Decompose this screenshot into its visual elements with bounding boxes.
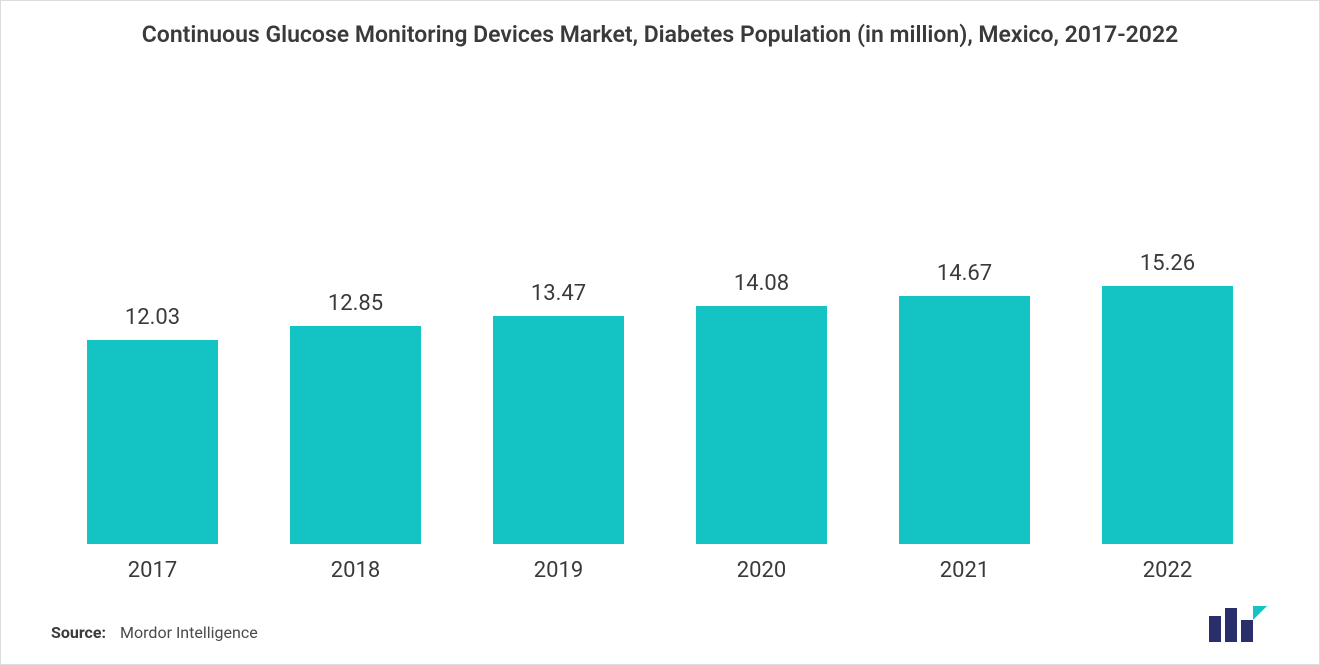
source-text: Mordor Intelligence xyxy=(120,623,258,642)
source-block: Source: Mordor Intelligence xyxy=(51,623,258,642)
bar-category-label: 2018 xyxy=(331,558,380,583)
bar-category-label: 2019 xyxy=(534,558,583,583)
bar-value-label: 14.67 xyxy=(937,261,992,286)
bar-group: 12.032017 xyxy=(51,131,254,544)
bar xyxy=(899,296,1031,544)
bar-value-label: 12.85 xyxy=(328,291,383,316)
bar-group: 14.082020 xyxy=(660,131,863,544)
chart-footer: Source: Mordor Intelligence xyxy=(51,602,1269,642)
bar-category-label: 2021 xyxy=(940,558,989,583)
chart-plot-area: 12.03201712.85201813.47201914.08202014.6… xyxy=(51,131,1269,544)
bar-value-label: 15.26 xyxy=(1140,251,1195,276)
bar-value-label: 14.08 xyxy=(734,271,789,296)
bar-group: 13.472019 xyxy=(457,131,660,544)
bar-value-label: 12.03 xyxy=(125,305,180,330)
source-label: Source: xyxy=(51,623,106,642)
bar-category-label: 2022 xyxy=(1143,558,1192,583)
bar xyxy=(1102,286,1234,544)
bar-category-label: 2017 xyxy=(128,558,177,583)
bar-value-label: 13.47 xyxy=(531,281,586,306)
bar-category-label: 2020 xyxy=(737,558,786,583)
bar xyxy=(290,326,422,544)
bar-group: 12.852018 xyxy=(254,131,457,544)
chart-title: Continuous Glucose Monitoring Devices Ma… xyxy=(1,1,1319,50)
mordor-logo-icon xyxy=(1209,602,1269,642)
bar-group: 15.262022 xyxy=(1066,131,1269,544)
bar-group: 14.672021 xyxy=(863,131,1066,544)
bar xyxy=(696,306,828,544)
bar xyxy=(87,340,219,544)
bar xyxy=(493,316,625,544)
